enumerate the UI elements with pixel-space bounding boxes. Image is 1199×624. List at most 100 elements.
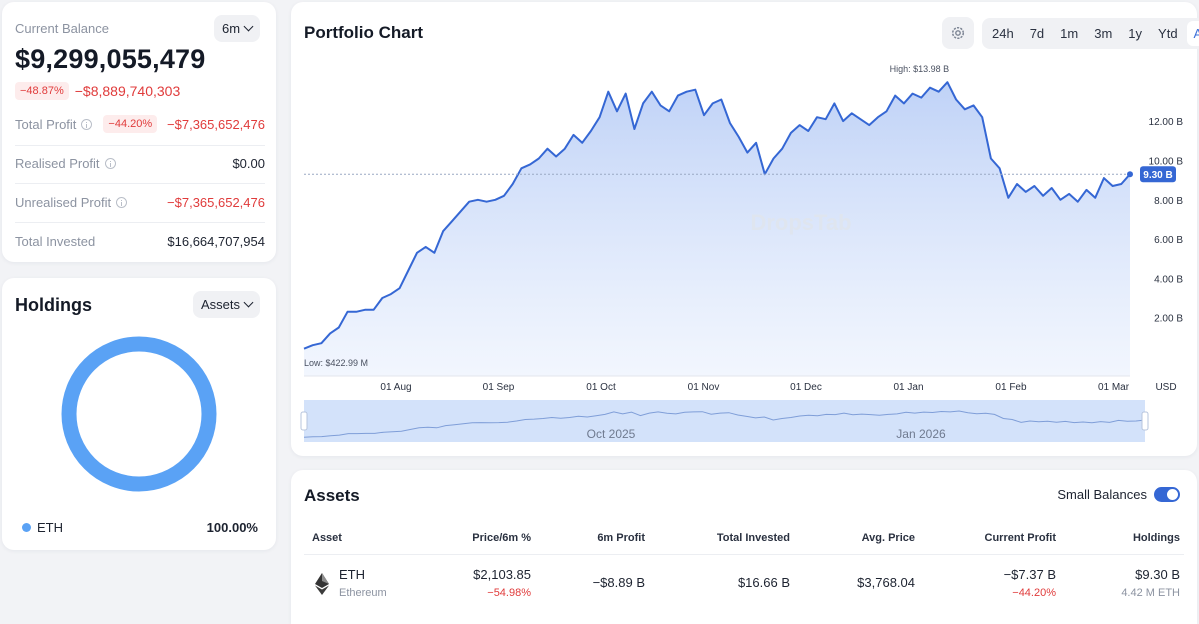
range-button-1m[interactable]: 1m [1060, 25, 1079, 41]
asset-symbol: ETH [339, 567, 365, 582]
low-label: Low: $422.99 M [304, 358, 368, 368]
holdings-group-select[interactable]: Assets [193, 291, 261, 318]
stat-value: $0.00 [232, 156, 265, 171]
small-balances-toggle[interactable] [1154, 487, 1180, 502]
stat-unrealised-profit: Unrealised Profit −$7,365,652,476 [15, 195, 265, 210]
y-tick-label: 8.00 B [1154, 196, 1183, 207]
high-label: High: $13.98 B [890, 64, 950, 74]
y-tick-label: 6.00 B [1154, 235, 1183, 246]
navigator-selection[interactable] [304, 400, 1145, 442]
x-tick-label: 01 Sep [483, 382, 515, 393]
stat-label: Realised Profit [15, 156, 100, 171]
range-button-24h[interactable]: 24h [992, 25, 1014, 41]
balance-change: −48.87% −$8,889,740,303 [15, 82, 180, 100]
current-value-badge [1140, 166, 1176, 183]
y-tick-label: 12.00 B [1149, 117, 1184, 128]
stat-label: Unrealised Profit [15, 195, 112, 210]
chart-settings-button[interactable] [942, 17, 974, 49]
series-area [304, 82, 1130, 376]
range-selector: 24h 7d 1m 3m 1y Ytd All [942, 17, 1199, 49]
stat-label: Total Profit [15, 116, 77, 132]
range-buttons: 24h 7d 1m 3m 1y Ytd All [982, 17, 1199, 49]
balance-change-pct: −48.87% [15, 82, 69, 100]
range-button-3m[interactable]: 3m [1094, 25, 1113, 41]
range-button-all[interactable]: All [1186, 20, 1199, 46]
donut-slice-eth[interactable] [61, 336, 217, 492]
divider [15, 183, 265, 184]
navigator-handle-left[interactable] [300, 411, 308, 431]
x-tick-label: 01 Mar [1098, 382, 1130, 393]
col-header-holdings[interactable]: Holdings [1132, 532, 1180, 544]
stat-value: $16,664,707,954 [167, 234, 265, 249]
stat-value: −$7,365,652,476 [167, 195, 265, 210]
period-select[interactable]: 6m [214, 15, 261, 42]
navigator-line [303, 410, 1146, 438]
current-value-label: 9.30 B [1143, 170, 1172, 181]
asset-holdings-amount: 4.42 M ETH [1121, 587, 1180, 599]
stat-total-invested: Total Invested $16,664,707,954 [15, 234, 265, 249]
info-icon[interactable] [81, 118, 93, 130]
stat-label: Total Invested [15, 234, 96, 249]
holdings-title: Holdings [15, 295, 92, 315]
legend-asset-pct: 100.00% [206, 520, 258, 535]
y-tick-label: 10.00 B [1149, 156, 1184, 167]
gear-icon [951, 26, 965, 40]
stat-value: −$7,365,652,476 [167, 116, 265, 132]
asset-holdings-value: $9.30 B [1135, 567, 1180, 582]
x-tick-label: 01 Dec [790, 382, 822, 393]
holdings-donut [61, 336, 217, 492]
col-header-total-invested[interactable]: Total Invested [716, 532, 790, 544]
col-header-price[interactable]: Price/6m % [472, 532, 531, 544]
col-header-6m-profit[interactable]: 6m Profit [597, 532, 645, 544]
col-header-avg-price[interactable]: Avg. Price [861, 532, 915, 544]
x-tick-label: 01 Jan [893, 382, 923, 393]
balance-change-amount: −$8,889,740,303 [74, 83, 181, 99]
asset-price-change: −54.98% [487, 587, 531, 599]
portfolio-chart[interactable]: 9.30 B High: $13.98 B Low: $422.99 M 2.00 B… [291, 2, 1197, 456]
asset-6m-profit: −$8.89 B [592, 575, 645, 590]
x-tick-label: 01 Oct [586, 382, 616, 393]
col-header-current-profit[interactable]: Current Profit [984, 532, 1057, 544]
y-tick-label: 4.00 B [1154, 274, 1183, 285]
asset-name: Ethereum [339, 587, 387, 599]
asset-current-profit-pct: −44.20% [1012, 587, 1056, 599]
legend-asset-name: ETH [37, 520, 63, 535]
currency-label: USD [1155, 382, 1176, 393]
range-button-7d[interactable]: 7d [1029, 25, 1045, 41]
stat-realised-profit: Realised Profit $0.00 [15, 156, 265, 171]
table-header-divider [304, 554, 1184, 555]
current-value-marker [1127, 171, 1133, 178]
holdings-card: Holdings Assets ETH 100.00% [2, 278, 276, 550]
x-tick-label: 01 Aug [380, 382, 411, 393]
x-tick-label: 01 Feb [995, 382, 1027, 393]
x-tick-label: 01 Nov [688, 382, 720, 393]
holdings-legend-item[interactable]: ETH 100.00% [22, 520, 258, 535]
period-select-value: 6m [222, 21, 241, 36]
portfolio-chart-card: 9.30 B High: $13.98 B Low: $422.99 M 2.00 B… [291, 2, 1199, 456]
info-icon[interactable] [104, 158, 116, 169]
range-button-ytd[interactable]: Ytd [1158, 25, 1178, 41]
balance-value: $9,299,055,479 [15, 44, 206, 74]
chart-title: Portfolio Chart [304, 23, 423, 42]
assets-title: Assets [304, 486, 360, 505]
small-balances-control: Small Balances [1057, 487, 1180, 502]
info-icon[interactable] [116, 197, 128, 208]
asset-avg-price: $3,768.04 [857, 575, 915, 590]
range-button-1y[interactable]: 1y [1128, 25, 1143, 41]
holdings-group-value: Assets [201, 297, 241, 312]
chevron-down-icon [243, 297, 254, 308]
y-tick-label: 2.00 B [1154, 314, 1183, 325]
series-line [303, 81, 1131, 350]
asset-price: $2,103.85 [473, 567, 531, 582]
watermark-logo: DropsTab [750, 210, 851, 235]
col-header-asset[interactable]: Asset [312, 532, 342, 544]
ethereum-icon [315, 573, 329, 595]
assets-card: Assets Small Balances Asset Price/6m % 6… [291, 470, 1197, 624]
asset-current-profit: −$7.37 B [1003, 567, 1056, 582]
navigator-label: Jan 2026 [896, 427, 946, 441]
stat-total-profit: Total Profit −44.20% −$7,365,652,476 [15, 115, 265, 133]
navigator-handle-right[interactable] [1141, 411, 1149, 431]
legend-dot [22, 523, 31, 532]
asset-total-invested: $16.66 B [737, 575, 790, 590]
divider [15, 222, 265, 223]
